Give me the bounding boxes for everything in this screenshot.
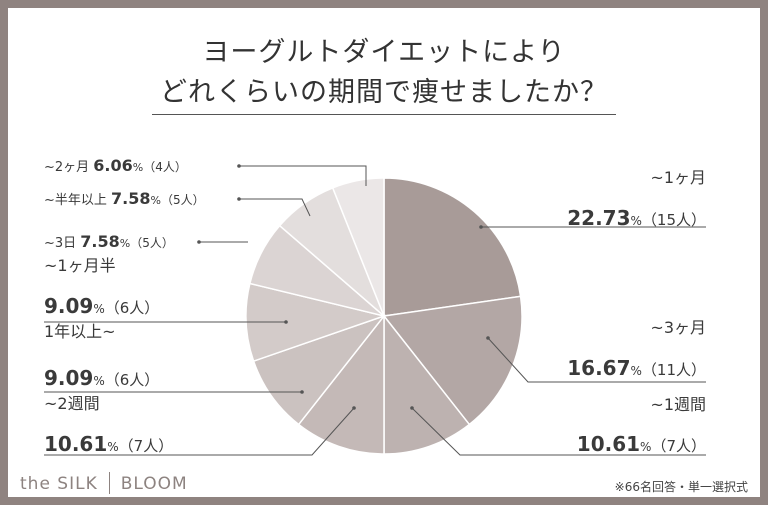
label-percent-7: 7.58 [111, 189, 150, 208]
label-count-1: （11人） [642, 361, 706, 379]
label-percent-2: 10.61 [577, 432, 640, 456]
pie-slice-1 [382, 295, 523, 426]
label-percent-1: 16.67 [567, 356, 630, 380]
label-count-5: （6人） [105, 299, 160, 317]
slice-label-name-0: ~1ヶ月 [650, 168, 706, 187]
slice-label-6: ~3日 7.58%（5人） [44, 232, 174, 251]
leader-line-3 [44, 407, 355, 456]
slice-label-name-4: 1年以上~ [44, 322, 116, 341]
slice-label-name-3: ~2週間 [44, 394, 100, 413]
pie-slice-8 [331, 177, 385, 317]
title-underline [152, 114, 616, 115]
title-line-1: ヨーグルトダイエットにより [202, 37, 566, 68]
label-unit-3: % [107, 440, 118, 454]
footnote: ※66名回答・単一選択式 [614, 480, 748, 494]
slice-label-8: ~2ヶ月 6.06%（4人） [44, 156, 187, 175]
label-percent-0: 22.73 [567, 206, 630, 230]
pie-slice-2 [383, 313, 471, 455]
leader-dot-7 [237, 197, 241, 201]
leader-line-2 [411, 407, 706, 456]
label-count-7: （5人） [161, 193, 205, 207]
label-percent-3: 10.61 [44, 432, 107, 456]
leader-dot-0 [479, 225, 483, 229]
logo-divider [108, 472, 110, 494]
leader-dot-2 [410, 406, 414, 410]
label-name-1: ~3ヶ月 [650, 318, 706, 337]
slice-label-name-5: ~1ヶ月半 [44, 256, 116, 275]
label-count-3: （7人） [119, 437, 174, 455]
pie-slice-3 [297, 313, 385, 455]
slice-label-value-5: 9.09%（6人） [44, 294, 159, 318]
label-percent-8: 6.06 [93, 156, 132, 175]
slice-label-value-3: 10.61%（7人） [44, 432, 173, 456]
pie-slice-5 [245, 282, 387, 363]
label-unit-8: % [133, 161, 143, 174]
brand-logo: the SILK BLOOM [20, 472, 188, 494]
leader-dot-6 [197, 240, 201, 244]
pie-slice-0 [383, 177, 522, 317]
title-line-2: どれくらいの期間で痩せましたか？ [160, 77, 608, 108]
label-count-6: （5人） [130, 236, 174, 250]
leader-dot-3 [352, 406, 356, 410]
leader-line-7 [239, 198, 311, 217]
leader-line-8 [239, 165, 367, 186]
label-count-4: （6人） [105, 371, 160, 389]
slice-label-value-4: 9.09%（6人） [44, 366, 159, 390]
slice-label-7: ~半年以上 7.58%（5人） [44, 189, 205, 208]
label-unit-1: % [631, 364, 642, 378]
label-unit-2: % [640, 440, 651, 454]
label-unit-6: % [120, 237, 130, 250]
label-name-5: ~1ヶ月半 [44, 256, 116, 275]
leader-line-1 [487, 337, 706, 383]
label-percent-4: 9.09 [44, 366, 93, 390]
leader-dot-4 [300, 390, 304, 394]
label-name-3: ~2週間 [44, 394, 100, 413]
label-count-8: （4人） [143, 160, 187, 174]
label-count-0: （15人） [642, 211, 706, 229]
leader-dot-1 [486, 336, 490, 340]
label-percent-5: 9.09 [44, 294, 93, 318]
label-name-2: ~1週間 [650, 395, 706, 414]
slice-label-value-0: 22.73%（15人） [567, 206, 706, 230]
label-count-2: （7人） [651, 437, 706, 455]
brand-logo-left: the SILK [20, 474, 98, 494]
pie-slice-4 [252, 314, 387, 426]
slice-label-value-1: 16.67%（11人） [567, 356, 706, 380]
label-unit-4: % [93, 374, 104, 388]
label-name-6: ~3日 [44, 236, 80, 251]
slice-label-name-1: ~3ヶ月 [650, 318, 706, 337]
label-unit-7: % [151, 194, 161, 207]
label-unit-5: % [93, 302, 104, 316]
label-name-8: ~2ヶ月 [44, 160, 93, 175]
leader-dot-8 [237, 164, 241, 168]
label-percent-6: 7.58 [80, 232, 119, 251]
label-name-4: 1年以上~ [44, 322, 116, 341]
label-unit-0: % [631, 214, 642, 228]
slice-label-value-2: 10.61%（7人） [577, 432, 706, 456]
slice-label-name-2: ~1週間 [650, 395, 706, 414]
brand-logo-right: BLOOM [120, 474, 188, 494]
label-name-7: ~半年以上 [44, 193, 111, 208]
label-name-0: ~1ヶ月 [650, 168, 706, 187]
leader-dot-5 [284, 320, 288, 324]
